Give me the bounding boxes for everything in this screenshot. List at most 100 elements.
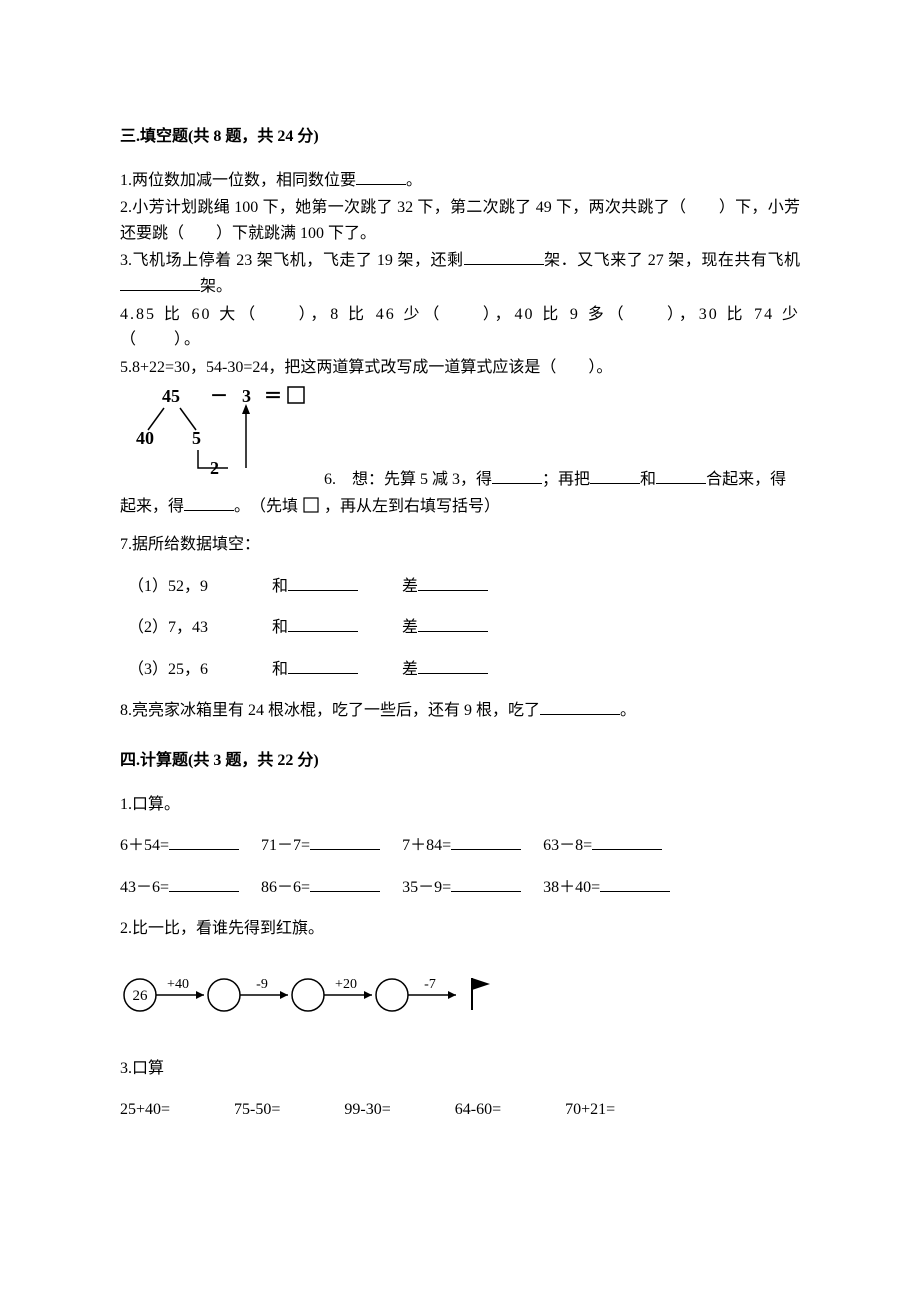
row-he: 和: [272, 619, 288, 636]
row-he: 和: [272, 578, 288, 595]
calc-item: 35－9=: [402, 879, 451, 896]
blank[interactable]: [464, 248, 544, 265]
diagram-result-box[interactable]: [288, 387, 304, 403]
blank[interactable]: [590, 467, 640, 484]
diagram-2: 2: [210, 458, 219, 478]
row-label: （1）52，9: [128, 578, 208, 595]
q4-1-title: 1.口算。: [120, 792, 800, 818]
q3-8: 8.亮亮家冰箱里有 24 根冰棍，吃了一些后，还有 9 根，吃了 。: [120, 698, 800, 724]
q3-6: 45 － 3 ＝ 40 5 2 6. 想：先算 5 减 3，得；再把和合起来，得: [120, 382, 800, 492]
blank[interactable]: [288, 574, 358, 591]
row-label: （2）7，43: [128, 619, 208, 636]
q3-1: 1.两位数加减一位数，相同数位要 。: [120, 168, 800, 194]
blank[interactable]: [184, 494, 234, 511]
row-cha: 差: [402, 578, 418, 595]
row-label: （3）25，6: [128, 661, 208, 678]
diagram-3: 3: [242, 386, 251, 406]
calc-item: 75-50=: [234, 1101, 280, 1118]
q3-3c: 架。: [200, 278, 232, 295]
diagram-5: 5: [192, 428, 201, 448]
q3-7-title: 7.据所给数据填空：: [120, 532, 800, 558]
calc-item: 71－7=: [261, 837, 310, 854]
q3-4: 4.85 比 60 大（ ），8 比 46 少（ ），40 比 9 多（ ），3…: [120, 302, 800, 353]
q3-2: 2.小芳计划跳绳 100 下，她第一次跳了 32 下，第二次跳了 49 下，两次…: [120, 195, 800, 246]
blank[interactable]: [356, 168, 406, 185]
q3-1-text: 1.两位数加减一位数，相同数位要: [120, 172, 356, 189]
blank[interactable]: [169, 875, 239, 892]
chain-circle[interactable]: [376, 979, 408, 1011]
blank[interactable]: [451, 833, 521, 850]
chain-arrow-head: [280, 991, 288, 999]
calc-item: 7＋84=: [402, 837, 451, 854]
blank[interactable]: [418, 615, 488, 632]
chain-circle[interactable]: [292, 979, 324, 1011]
chain-op-3: +20: [335, 977, 357, 992]
q3-6-e: 。 （先填: [234, 498, 298, 515]
q3-6-f: ，再从左到右填写括号）: [324, 498, 500, 515]
diagram-45: 45: [162, 386, 180, 406]
q3-6-d: 合起来，得: [706, 471, 786, 488]
chain-op-2: -9: [256, 977, 268, 992]
calc-item: 6＋54=: [120, 837, 169, 854]
calc-item: 86－6=: [261, 879, 310, 896]
q3-5: 5.8+22=30，54-30=24，把这两道算式改写成一道算式应该是（ ）。: [120, 355, 800, 381]
q4-1-row1: 6＋54= 71－7= 7＋84= 63－8=: [120, 833, 800, 859]
calc-item: 38＋40=: [543, 879, 600, 896]
q3-6-b: ；再把: [542, 471, 590, 488]
blank[interactable]: [310, 833, 380, 850]
section-3-title: 三.填空题(共 8 题，共 24 分): [120, 124, 800, 150]
blank[interactable]: [120, 274, 200, 291]
diagram-minus: －: [210, 386, 228, 406]
blank[interactable]: [418, 657, 488, 674]
q3-6-line2: 起来，得。 （先填 ，再从左到右填写括号）: [120, 494, 800, 520]
blank[interactable]: [288, 657, 358, 674]
calc-item: 25+40=: [120, 1101, 170, 1118]
blank[interactable]: [600, 875, 670, 892]
q4-2-title: 2.比一比，看谁先得到红旗。: [120, 916, 800, 942]
row-cha: 差: [402, 619, 418, 636]
small-box-icon: [304, 498, 318, 512]
q3-7-row-2: （2）7，43 和 差: [128, 615, 800, 641]
q3-3b: 架．又飞来了 27 架，现在共有飞机: [544, 252, 800, 269]
diagram-line: [180, 408, 196, 430]
row-he: 和: [272, 661, 288, 678]
q3-6-a: 想：先算 5 减 3，得: [352, 471, 492, 488]
q4-3-row: 25+40= 75-50= 99-30= 64-60= 70+21=: [120, 1097, 800, 1123]
q3-5-text: 5.8+22=30，54-30=24，把这两道算式改写成一道算式应该是（ ）。: [120, 359, 612, 376]
q3-1-suffix: 。: [406, 172, 422, 189]
blank[interactable]: [169, 833, 239, 850]
diagram-eq: ＝: [264, 386, 282, 406]
chain-op-1: +40: [167, 977, 189, 992]
q4-2-chain: 26 +40 -9 +20 -7: [120, 970, 800, 1020]
chain-arrow-head: [448, 991, 456, 999]
q3-8a: 8.亮亮家冰箱里有 24 根冰棍，吃了一些后，还有 9 根，吃了: [120, 702, 540, 719]
blank[interactable]: [540, 698, 620, 715]
chain-arrow-head: [364, 991, 372, 999]
blank[interactable]: [288, 615, 358, 632]
calc-item: 43－6=: [120, 879, 169, 896]
blank[interactable]: [592, 833, 662, 850]
diagram-40: 40: [136, 428, 154, 448]
q3-8b: 。: [620, 702, 636, 719]
chain-circle[interactable]: [208, 979, 240, 1011]
q3-6-diagram: 45 － 3 ＝ 40 5 2: [120, 382, 320, 492]
q3-7-row-1: （1）52，9 和 差: [128, 574, 800, 600]
chain-op-4: -7: [424, 977, 436, 992]
chain-arrow-head: [196, 991, 204, 999]
q4-1-row2: 43－6= 86－6= 35－9= 38＋40=: [120, 875, 800, 901]
blank[interactable]: [656, 467, 706, 484]
q3-4-text: 4.85 比 60 大（ ），8 比 46 少（ ），40 比 9 多（ ），3…: [120, 306, 800, 349]
section-4-title: 四.计算题(共 3 题，共 22 分): [120, 748, 800, 774]
calc-item: 63－8=: [543, 837, 592, 854]
blank[interactable]: [418, 574, 488, 591]
q3-6-c: 和: [640, 471, 656, 488]
q3-2-text: 2.小芳计划跳绳 100 下，她第一次跳了 32 下，第二次跳了 49 下，两次…: [120, 199, 800, 242]
blank[interactable]: [451, 875, 521, 892]
chain-start-value: 26: [133, 988, 149, 1004]
blank[interactable]: [310, 875, 380, 892]
q4-3-title: 3.口算: [120, 1056, 800, 1082]
blank[interactable]: [492, 467, 542, 484]
q3-3: 3.飞机场上停着 23 架飞机，飞走了 19 架，还剩 架．又飞来了 27 架，现…: [120, 248, 800, 299]
calc-item: 64-60=: [455, 1101, 501, 1118]
q3-3a: 3.飞机场上停着 23 架飞机，飞走了 19 架，还剩: [120, 252, 464, 269]
